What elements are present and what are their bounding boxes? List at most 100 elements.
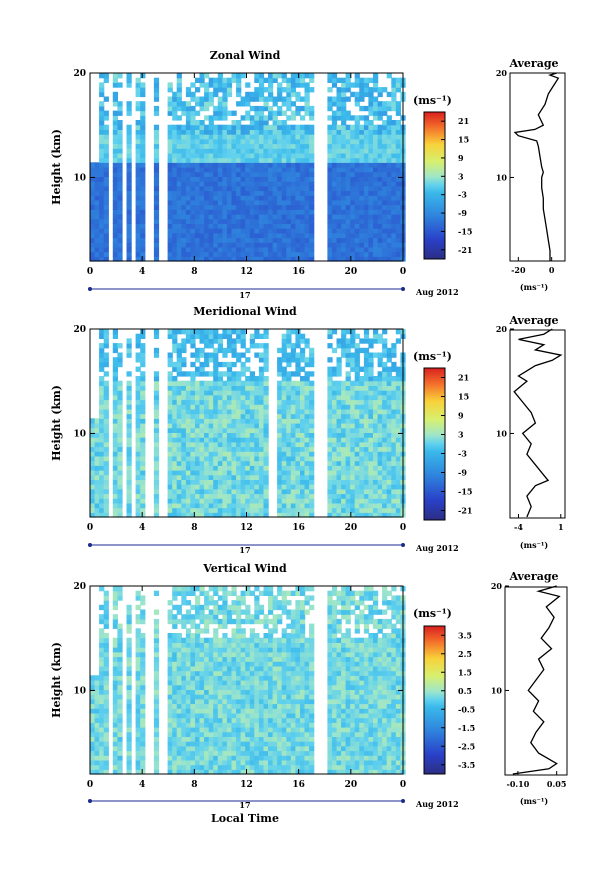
heatmap-cell <box>190 199 196 206</box>
heatmap-cell <box>240 418 246 424</box>
heatmap-cell <box>386 152 392 159</box>
heatmap-cell <box>176 390 182 396</box>
heatmap-cell <box>268 199 274 206</box>
heatmap-cell <box>240 361 246 368</box>
heatmap-cell <box>249 242 255 248</box>
heatmap-cell <box>222 232 228 239</box>
heatmap-cell <box>295 105 301 112</box>
heatmap-cell <box>195 427 201 433</box>
heatmap-cell <box>213 586 219 592</box>
heatmap-cell <box>199 199 205 206</box>
heatmap-cell <box>117 357 123 363</box>
heatmap-cell <box>254 343 260 349</box>
heatmap-cell <box>112 214 118 220</box>
heatmap-cell <box>181 493 187 499</box>
heatmap-cell <box>185 512 192 518</box>
heatmap-cell <box>126 623 132 629</box>
heatmap-cell <box>391 380 397 386</box>
heatmap-cell <box>373 251 379 257</box>
heatmap-cell <box>153 394 160 401</box>
heatmap-cell <box>185 479 192 485</box>
heatmap-cell <box>112 769 118 775</box>
heatmap-cell <box>382 237 388 243</box>
heatmap-cell <box>213 698 219 705</box>
heatmap-cell <box>249 507 255 513</box>
heatmap-cell <box>386 209 392 215</box>
heatmap-cell <box>331 446 338 452</box>
heatmap-cell <box>309 134 315 140</box>
heatmap-cell <box>240 465 246 471</box>
heatmap-cell <box>172 333 178 339</box>
heatmap-cell <box>231 361 237 368</box>
heatmap-cell <box>199 394 205 401</box>
heatmap-cell <box>126 493 132 499</box>
heatmap-cell <box>341 256 347 262</box>
heatmap-cell <box>277 460 283 466</box>
heatmap-cell <box>345 455 351 462</box>
heatmap-cell <box>254 465 260 471</box>
heatmap-cell <box>222 228 228 234</box>
heatmap-cell <box>258 333 265 339</box>
heatmap-cell <box>135 82 141 88</box>
heatmap-cell <box>172 204 178 210</box>
heatmap-cell <box>195 357 201 363</box>
heatmap-cell <box>350 91 356 98</box>
heatmap-cell <box>350 479 356 485</box>
heatmap-cell <box>290 427 296 433</box>
heatmap-cell <box>99 604 105 611</box>
heatmap-cell <box>304 361 310 368</box>
heatmap-cell <box>290 228 296 234</box>
heatmap-cell <box>263 408 269 415</box>
heatmap-cell <box>213 385 219 391</box>
heatmap-cell <box>90 675 96 681</box>
heatmap-cell <box>208 680 214 686</box>
heatmap-cell <box>336 77 342 83</box>
heatmap-cell <box>195 712 201 719</box>
heatmap-cell <box>373 134 379 140</box>
heatmap-cell <box>350 176 356 182</box>
heatmap-cell <box>195 256 201 262</box>
heatmap-cell <box>350 484 356 490</box>
heatmap-cell <box>336 385 342 391</box>
heatmap-cell <box>231 512 237 518</box>
heatmap-cell <box>254 413 260 419</box>
heatmap-cell <box>354 143 360 149</box>
heatmap-cell <box>359 502 365 509</box>
heatmap-cell <box>249 209 255 215</box>
heatmap-cell <box>167 703 173 709</box>
heatmap-cell <box>368 399 374 405</box>
heatmap-cell <box>185 451 192 457</box>
heatmap-cell <box>103 338 109 344</box>
heatmap-cell <box>217 228 223 234</box>
heatmap-cell <box>90 474 96 480</box>
heatmap-cell <box>386 162 392 168</box>
heatmap-cell <box>190 590 196 596</box>
heatmap-cell <box>181 759 187 766</box>
heatmap-cell <box>249 129 255 135</box>
heatmap-cell <box>377 441 383 448</box>
heatmap-cell <box>336 474 342 480</box>
heatmap-cell <box>185 399 192 405</box>
heatmap-cell <box>245 82 251 88</box>
heatmap-cell <box>176 451 182 457</box>
heatmap-cell <box>286 228 292 234</box>
heatmap-cell <box>290 101 296 107</box>
heatmap-cell <box>300 134 306 140</box>
heatmap-cell <box>112 455 118 462</box>
heatmap-cell <box>331 404 338 410</box>
heatmap-cell <box>176 185 182 192</box>
heatmap-cell <box>99 470 105 476</box>
heatmap-cell <box>304 390 310 396</box>
heatmap-cell <box>295 148 301 154</box>
heatmap-cell <box>263 138 269 145</box>
heatmap-cell <box>140 689 146 695</box>
heatmap-cell <box>249 181 255 187</box>
heatmap-cell <box>240 507 246 513</box>
heatmap-cell <box>204 190 210 196</box>
heatmap-cell <box>359 338 365 344</box>
heatmap-cell <box>272 185 278 192</box>
heatmap-cell <box>181 394 187 401</box>
heatmap-cell <box>204 209 210 215</box>
heatmap-cell <box>231 455 237 462</box>
heatmap-cell <box>359 380 365 386</box>
